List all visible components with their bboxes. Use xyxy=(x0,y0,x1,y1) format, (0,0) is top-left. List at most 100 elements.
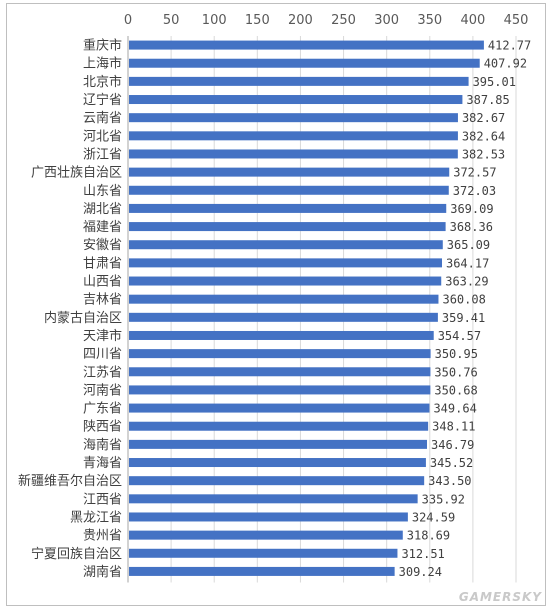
bar xyxy=(129,439,428,449)
data-label: 343.50 xyxy=(428,474,471,488)
x-tick-label: 50 xyxy=(163,13,180,28)
category-label: 广西壮族自治区 xyxy=(31,165,122,181)
bar xyxy=(129,203,447,213)
data-label: 387.85 xyxy=(466,93,509,107)
data-label: 335.92 xyxy=(422,492,465,506)
data-label: 363.29 xyxy=(445,275,488,289)
category-label: 四川省 xyxy=(83,347,122,362)
category-label: 吉林省 xyxy=(83,293,122,308)
category-label: 天津市 xyxy=(83,328,122,344)
data-label: 349.64 xyxy=(433,402,476,416)
bar xyxy=(129,113,458,123)
bar xyxy=(129,149,458,159)
data-label: 312.51 xyxy=(401,547,444,561)
bar xyxy=(129,58,480,68)
bar xyxy=(129,530,403,540)
category-label: 海南省 xyxy=(83,437,122,453)
category-label: 江西省 xyxy=(83,492,122,507)
category-label: 福建省 xyxy=(83,220,122,235)
category-label: 山东省 xyxy=(83,184,122,199)
data-label: 345.52 xyxy=(430,456,473,470)
x-tick-label: 200 xyxy=(288,13,313,28)
bar xyxy=(129,222,446,232)
data-label: 369.09 xyxy=(450,202,493,216)
bar xyxy=(129,294,439,304)
category-label: 贵州省 xyxy=(83,529,122,544)
bar xyxy=(129,566,395,576)
category-label: 宁夏回族自治区 xyxy=(31,546,122,562)
x-tick-label: 300 xyxy=(374,13,399,28)
x-tick-label: 350 xyxy=(417,13,442,28)
bar xyxy=(129,458,426,468)
data-label: 354.57 xyxy=(438,329,481,343)
data-label: 350.68 xyxy=(434,383,477,397)
x-tick-label: 0 xyxy=(124,13,132,28)
bar xyxy=(129,131,458,141)
bar xyxy=(129,95,463,105)
category-label: 北京市 xyxy=(83,74,122,90)
bar xyxy=(129,258,442,268)
category-label: 内蒙古自治区 xyxy=(44,310,122,326)
bar xyxy=(129,185,449,195)
bar xyxy=(129,312,438,322)
category-label: 河南省 xyxy=(83,382,122,398)
data-label: 346.79 xyxy=(431,438,474,452)
category-label: 上海市 xyxy=(83,56,122,72)
bar xyxy=(129,403,430,413)
bar xyxy=(129,167,450,177)
data-label: 318.69 xyxy=(407,529,450,543)
category-label: 青海省 xyxy=(83,456,122,471)
bar xyxy=(129,240,443,250)
category-label: 新疆维吾尔自治区 xyxy=(18,473,122,489)
bar xyxy=(129,476,425,486)
x-tick-label: 150 xyxy=(245,13,270,28)
x-tick-label: 450 xyxy=(504,13,529,28)
watermark: GAMERSKY xyxy=(458,590,542,604)
bar xyxy=(129,512,408,522)
bar-chart: 0 50 100 150 200 250 300 350 400 450 重庆市 412.77 上海市 4… xyxy=(18,13,531,583)
bar xyxy=(129,276,442,286)
bar xyxy=(129,40,484,50)
category-label: 陕西省 xyxy=(83,420,122,435)
bar xyxy=(129,421,429,431)
x-tick-label: 100 xyxy=(202,13,227,28)
category-label: 湖北省 xyxy=(83,202,122,217)
category-label: 湖南省 xyxy=(83,564,122,580)
bar xyxy=(129,349,431,359)
data-label: 382.64 xyxy=(462,129,505,143)
data-label: 360.08 xyxy=(442,293,485,307)
bar xyxy=(129,494,418,504)
category-label: 云南省 xyxy=(83,110,122,126)
data-label: 382.67 xyxy=(462,111,505,125)
category-label: 山西省 xyxy=(83,275,122,290)
category-label: 安徽省 xyxy=(83,238,122,253)
data-label: 412.77 xyxy=(488,39,531,53)
x-tick-label: 250 xyxy=(331,13,356,28)
category-label: 辽宁省 xyxy=(83,92,122,108)
category-label: 重庆市 xyxy=(83,38,122,54)
category-label: 江苏省 xyxy=(83,364,122,380)
category-label: 河北省 xyxy=(83,129,122,144)
data-label: 372.57 xyxy=(453,166,496,180)
data-label: 309.24 xyxy=(399,565,442,579)
data-label: 368.36 xyxy=(450,220,493,234)
data-label: 324.59 xyxy=(412,510,455,524)
data-label: 382.53 xyxy=(462,147,505,161)
chart-frame: 0 50 100 150 200 250 300 350 400 450 重庆市 412.77 上海市 4… xyxy=(6,3,546,606)
bar xyxy=(129,330,434,340)
bar xyxy=(129,76,469,86)
data-label: 395.01 xyxy=(473,75,516,89)
data-label: 348.11 xyxy=(432,420,475,434)
data-label: 365.09 xyxy=(447,238,490,252)
category-label: 广东省 xyxy=(83,402,122,417)
bar xyxy=(129,548,398,558)
bar xyxy=(129,367,431,377)
data-label: 359.41 xyxy=(442,311,485,325)
x-tick-label: 400 xyxy=(460,13,485,28)
category-label: 浙江省 xyxy=(83,147,122,162)
data-label: 350.95 xyxy=(435,347,478,361)
category-label: 甘肃省 xyxy=(83,256,122,271)
data-label: 364.17 xyxy=(446,256,489,270)
category-label: 黑龙江省 xyxy=(70,510,122,525)
data-label: 372.03 xyxy=(453,184,496,198)
